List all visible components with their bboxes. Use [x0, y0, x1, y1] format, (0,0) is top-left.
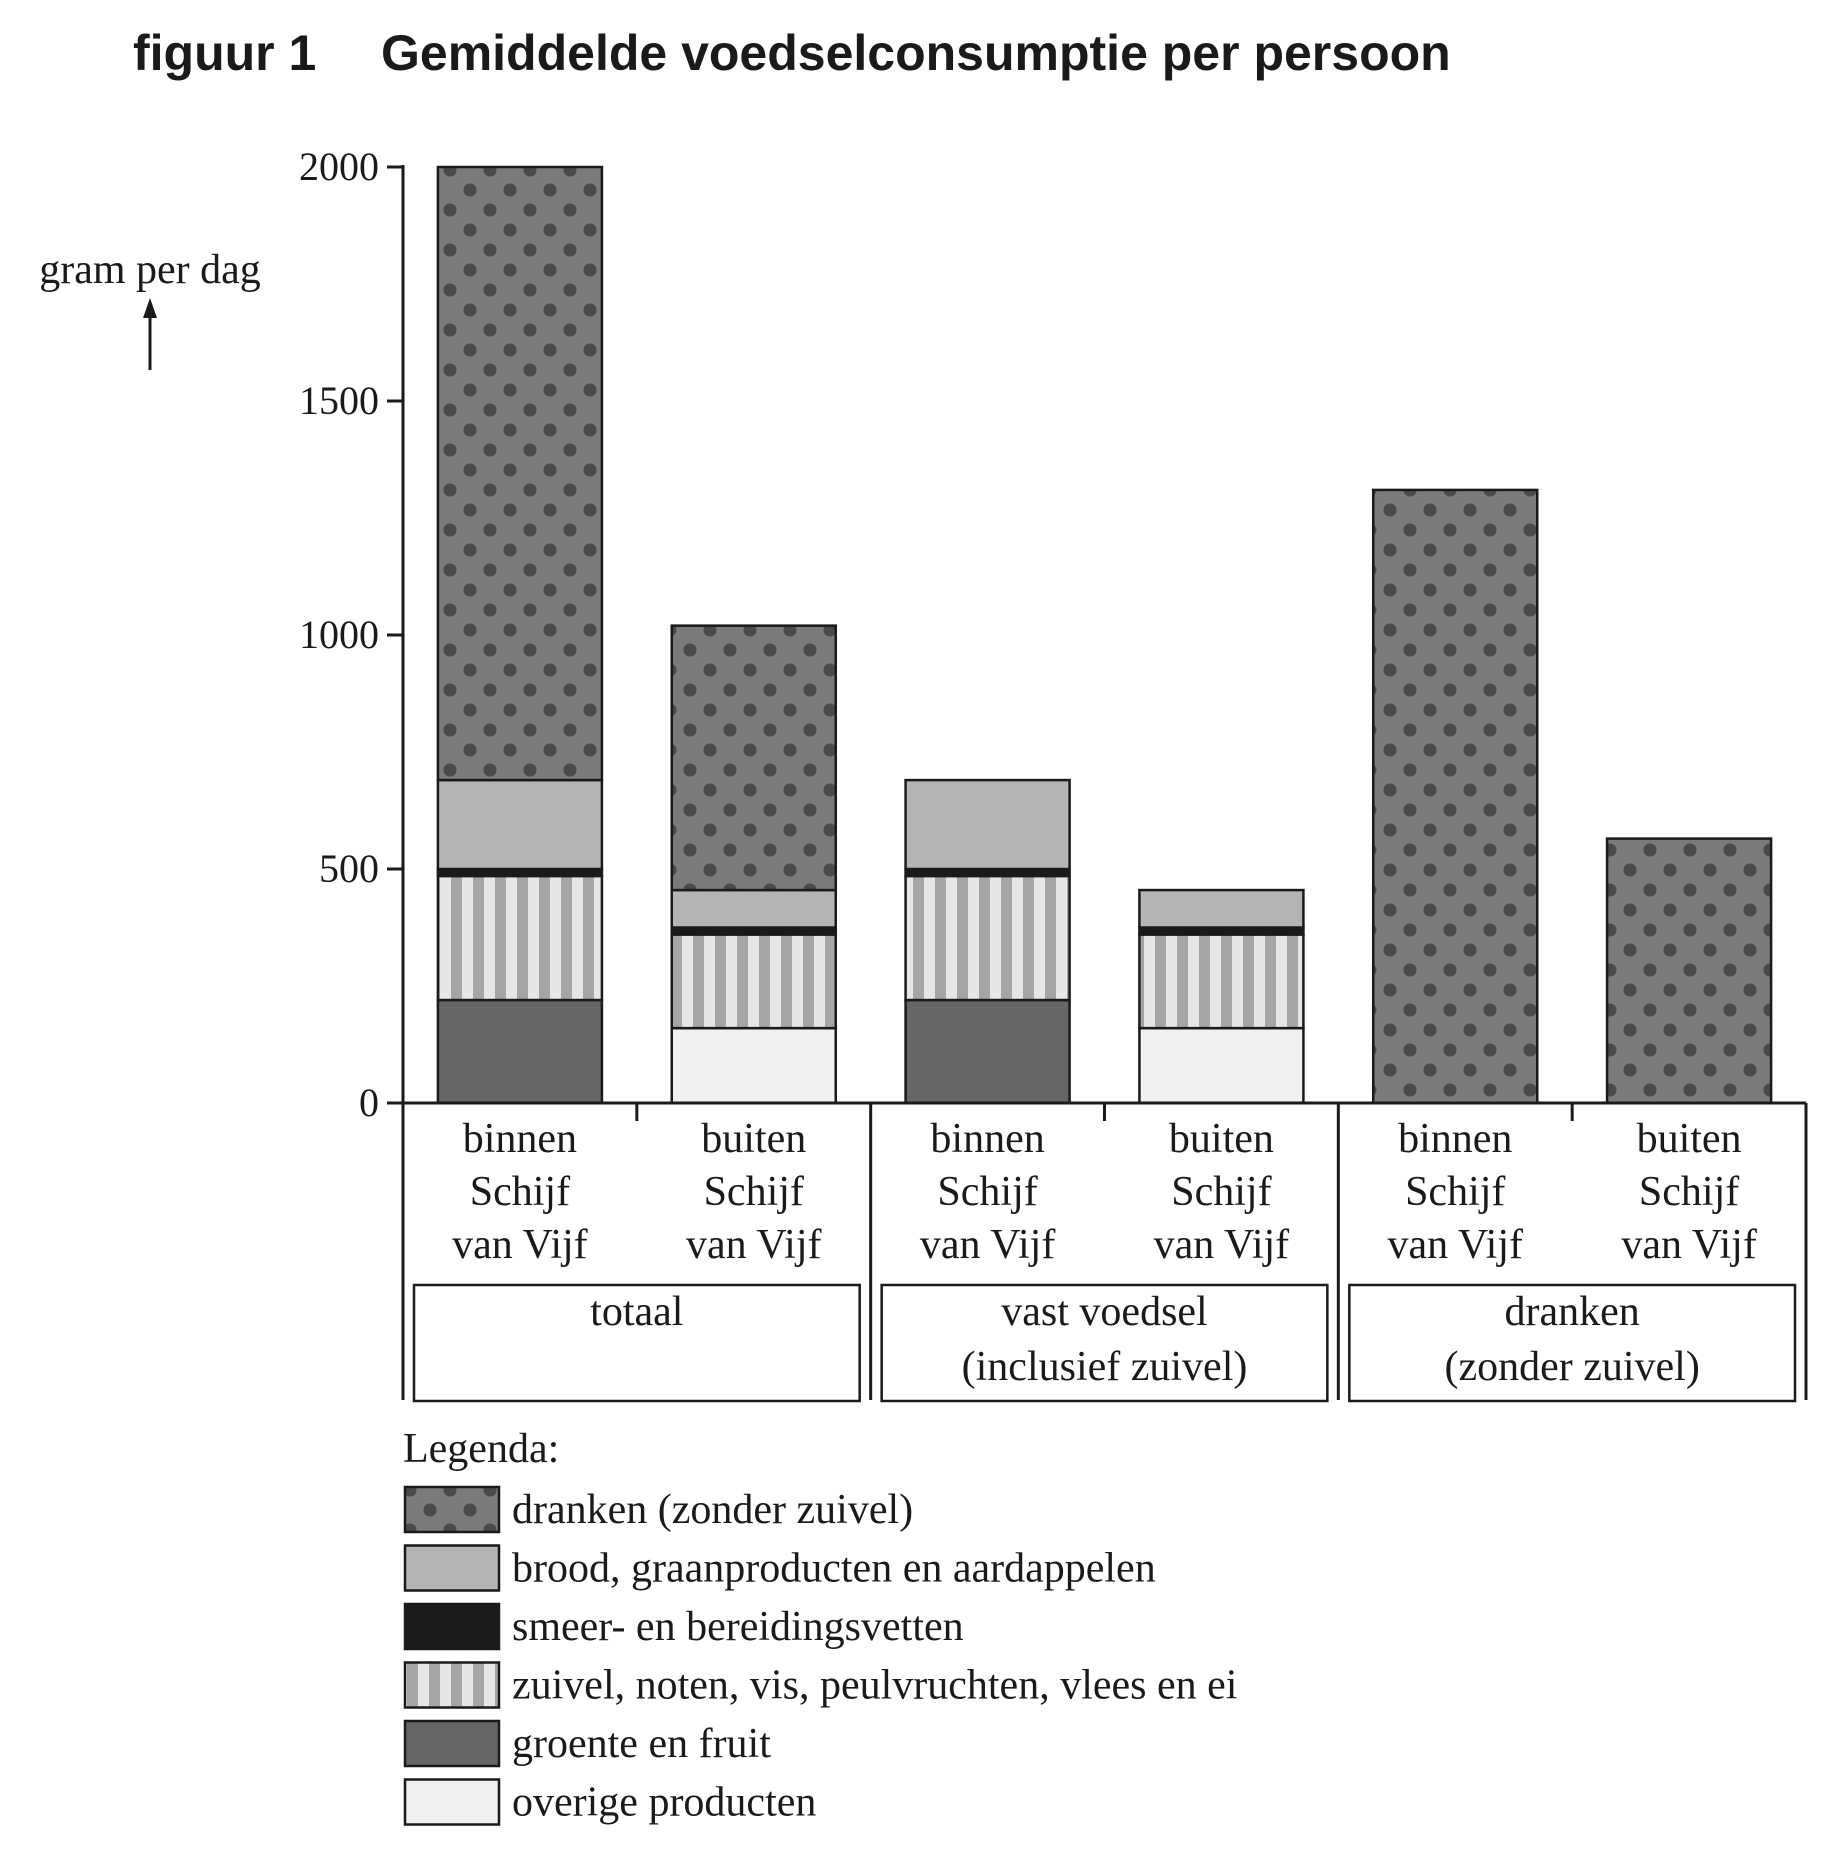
bar-segment-brood-graanproducten-en-aardappelen [1139, 890, 1303, 927]
category-label: buiten Schijf van Vijf [1621, 1116, 1757, 1268]
bar-segment-overige-producten [672, 1028, 836, 1103]
legend-label: groente en fruit [512, 1721, 771, 1767]
group-label: dranken (zonder zuivel) [1444, 1289, 1699, 1390]
chart-title: Gemiddelde voedselconsumptie per persoon [381, 25, 1451, 81]
bar-segment-groente-en-fruit [438, 1000, 602, 1103]
legend-title: Legenda: [403, 1426, 559, 1472]
bar-segment-brood-graanproducten-en-aardappelen [672, 890, 836, 927]
figure-label: figuur 1 [133, 25, 316, 81]
legend-swatch [405, 1780, 499, 1825]
category-label: buiten Schijf van Vijf [1154, 1116, 1290, 1268]
category-label: binnen Schijf van Vijf [920, 1116, 1056, 1268]
category-label: buiten Schijf van Vijf [686, 1116, 822, 1268]
bar-segment-groente-en-fruit [906, 1000, 1070, 1103]
legend-swatch [405, 1604, 499, 1649]
bar-segment-dranken-zonder-zuivel [1607, 839, 1771, 1103]
y-tick-label: 500 [319, 846, 379, 891]
bar-6 [1607, 839, 1771, 1103]
bar-segment-brood-graanproducten-en-aardappelen [906, 780, 1070, 869]
y-axis-label: gram per dag [39, 247, 261, 293]
group-label: totaal [590, 1289, 683, 1335]
legend-swatch [405, 1487, 499, 1532]
bar-segment-dranken-zonder-zuivel [438, 167, 602, 780]
bar-segment-zuivel-noten-vis-peulvruchten-vlees-en-ei [438, 876, 602, 1000]
legend-label: smeer- en bereidingsvetten [512, 1604, 964, 1650]
legend-item-brood-graanproducten-en-aardappelen: brood, graanproducten en aardappelen [405, 1546, 1156, 1592]
y-axis: 0 500 1000 1500 2000 [299, 144, 403, 1400]
y-tick-label: 0 [359, 1080, 379, 1125]
bar-3 [906, 780, 1070, 1103]
group-label: vast voedsel (inclusief zuivel) [962, 1289, 1248, 1390]
bar-segment-zuivel-noten-vis-peulvruchten-vlees-en-ei [906, 876, 1070, 1000]
bar-segment-zuivel-noten-vis-peulvruchten-vlees-en-ei [672, 935, 836, 1029]
legend-label: brood, graanproducten en aardappelen [512, 1546, 1156, 1592]
y-tick-label: 1000 [299, 612, 379, 657]
y-tick-label: 2000 [299, 144, 379, 189]
legend-swatch [405, 1721, 499, 1766]
category-label: binnen Schijf van Vijf [452, 1116, 588, 1268]
bar-segment-brood-graanproducten-en-aardappelen [438, 780, 602, 869]
legend-item-zuivel-noten-vis-peulvruchten-vlees-en-ei: zuivel, noten, vis, peulvruchten, vlees … [405, 1663, 1237, 1709]
bar-segment-dranken-zonder-zuivel [1373, 490, 1537, 1103]
bar-4 [1139, 890, 1303, 1103]
bar-1 [438, 167, 602, 1103]
legend-label: overige producten [512, 1780, 816, 1826]
legend-label: dranken (zonder zuivel) [512, 1487, 913, 1533]
x-axis: binnen Schijf van Vijf buiten Schijf van Vijf… [403, 1103, 1806, 1401]
legend-item-dranken-zonder-zuivel: dranken (zonder zuivel) [405, 1487, 913, 1533]
bars [438, 167, 1771, 1103]
legend-item-groente-en-fruit: groente en fruit [405, 1721, 771, 1767]
bar-2 [672, 626, 836, 1103]
legend-item-smeer-en-bereidingsvetten: smeer- en bereidingsvetten [405, 1604, 964, 1650]
stacked-bar-chart: figuur 1 Gemiddelde voedselconsumptie pe… [0, 0, 1832, 1857]
bar-segment-zuivel-noten-vis-peulvruchten-vlees-en-ei [1139, 935, 1303, 1029]
category-label: binnen Schijf van Vijf [1387, 1116, 1523, 1268]
legend-swatch [405, 1663, 499, 1708]
legend-swatch [405, 1546, 499, 1591]
bar-segment-overige-producten [1139, 1028, 1303, 1103]
legend-label: zuivel, noten, vis, peulvruchten, vlees … [512, 1663, 1237, 1709]
bar-5 [1373, 490, 1537, 1103]
bar-segment-dranken-zonder-zuivel [672, 626, 836, 890]
y-axis-arrow-icon [143, 298, 157, 370]
y-tick-label: 1500 [299, 378, 379, 423]
legend: Legenda: dranken (zonder zuivel) brood, gr… [403, 1426, 1237, 1826]
legend-item-overige-producten: overige producten [405, 1780, 816, 1826]
